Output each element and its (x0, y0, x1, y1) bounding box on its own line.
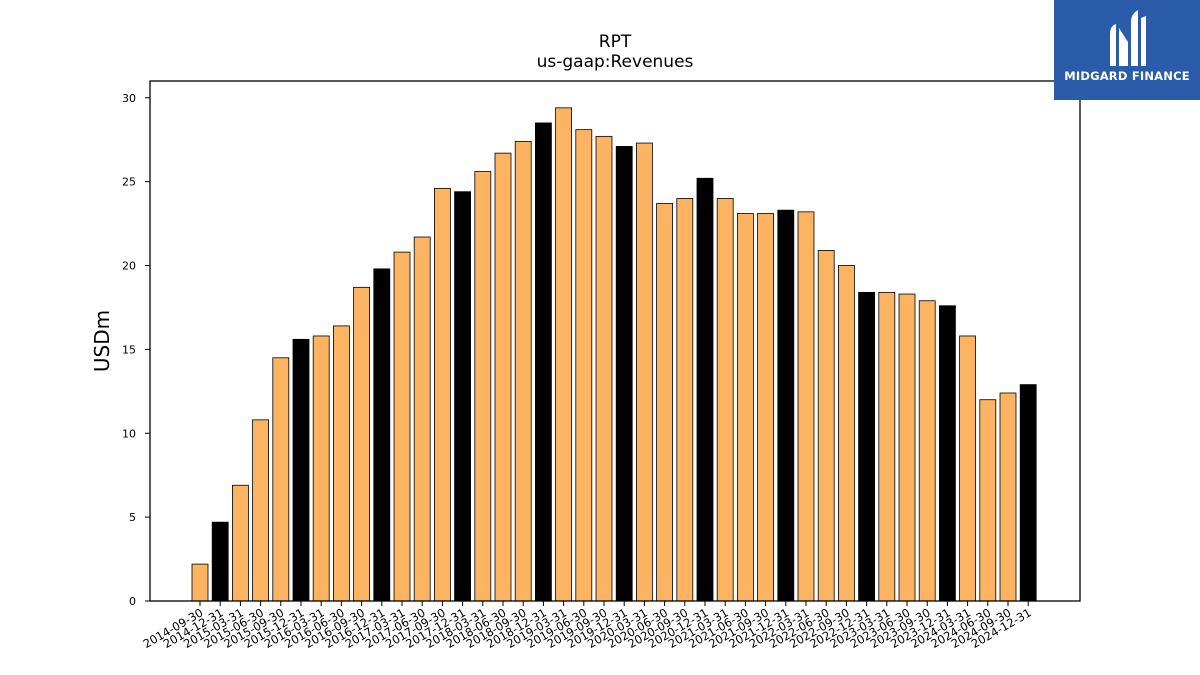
midgard-logo-icon (1110, 10, 1146, 66)
bar-2017-06-30 (413, 236, 431, 602)
bar-2015-12-31 (292, 338, 310, 602)
bar-2023-09-30 (918, 300, 936, 602)
y-tick-label: 5 (129, 511, 136, 524)
bar-2021-12-31 (777, 209, 795, 602)
bar-2019-12-31 (615, 146, 633, 602)
bar-2015-09-30 (272, 357, 290, 602)
bar-2017-03-31 (393, 251, 411, 602)
bar-2020-06-30 (656, 203, 673, 602)
logo-wordmark: MIDGARD FINANCE (1064, 69, 1190, 83)
bar-2021-06-30 (737, 213, 754, 602)
bar-2019-06-30 (575, 129, 593, 602)
bar-2016-06-30 (332, 325, 350, 602)
bar-2019-03-31 (555, 107, 572, 602)
bar-2024-09-30 (999, 392, 1017, 602)
bar-2015-03-31 (231, 484, 249, 602)
bar-2014-09-30 (191, 563, 209, 602)
bars (191, 107, 1037, 602)
y-tick-label: 20 (122, 260, 136, 273)
bar-2021-03-31 (716, 198, 734, 602)
bar-2016-03-31 (312, 335, 330, 602)
chart-title: RPT (598, 32, 632, 52)
bar-2020-12-31 (696, 177, 714, 602)
bar-2022-09-30 (838, 265, 855, 602)
y-tick-label: 30 (122, 92, 136, 105)
bar-2014-12-31 (211, 521, 229, 602)
plot-frame (149, 80, 1081, 602)
bar-2019-09-30 (595, 135, 613, 602)
bar-2016-12-31 (373, 268, 391, 602)
bar-2022-12-31 (858, 291, 875, 602)
bar-2020-03-31 (636, 142, 653, 602)
x-axis: 2014-09-302014-12-312015-03-312015-06-30… (141, 601, 1034, 651)
bar-2022-06-30 (817, 250, 835, 602)
bar-2015-06-30 (252, 419, 270, 602)
bar-2018-06-30 (494, 152, 512, 602)
y-tick-label: 10 (122, 427, 136, 440)
bar-2023-12-31 (939, 305, 956, 602)
bar-2020-09-30 (676, 198, 694, 602)
bar-2021-09-30 (757, 213, 774, 602)
bar-2018-03-31 (474, 171, 492, 602)
bar-2018-09-30 (514, 140, 532, 602)
y-tick-label: 0 (129, 595, 136, 608)
bar-2017-09-30 (433, 187, 451, 602)
y-axis: 0 5 10 15 20 25 30 (122, 92, 150, 608)
bar-2016-09-30 (353, 286, 371, 602)
bar-2018-12-31 (535, 122, 552, 602)
midgard-finance-logo: MIDGARD FINANCE (1054, 0, 1200, 100)
bar-2024-03-31 (959, 335, 976, 602)
bar-2024-06-30 (979, 399, 997, 602)
y-tick-label: 25 (122, 176, 136, 189)
bar-2023-06-30 (898, 293, 916, 602)
bar-2023-03-31 (878, 291, 896, 602)
y-tick-label: 15 (122, 343, 136, 356)
y-axis-label: USDm (90, 310, 114, 372)
bar-2022-03-31 (797, 211, 815, 602)
bar-2024-12-31 (1019, 384, 1037, 602)
bar-2017-12-31 (454, 191, 472, 602)
chart-subtitle: us-gaap:Revenues (536, 52, 694, 72)
